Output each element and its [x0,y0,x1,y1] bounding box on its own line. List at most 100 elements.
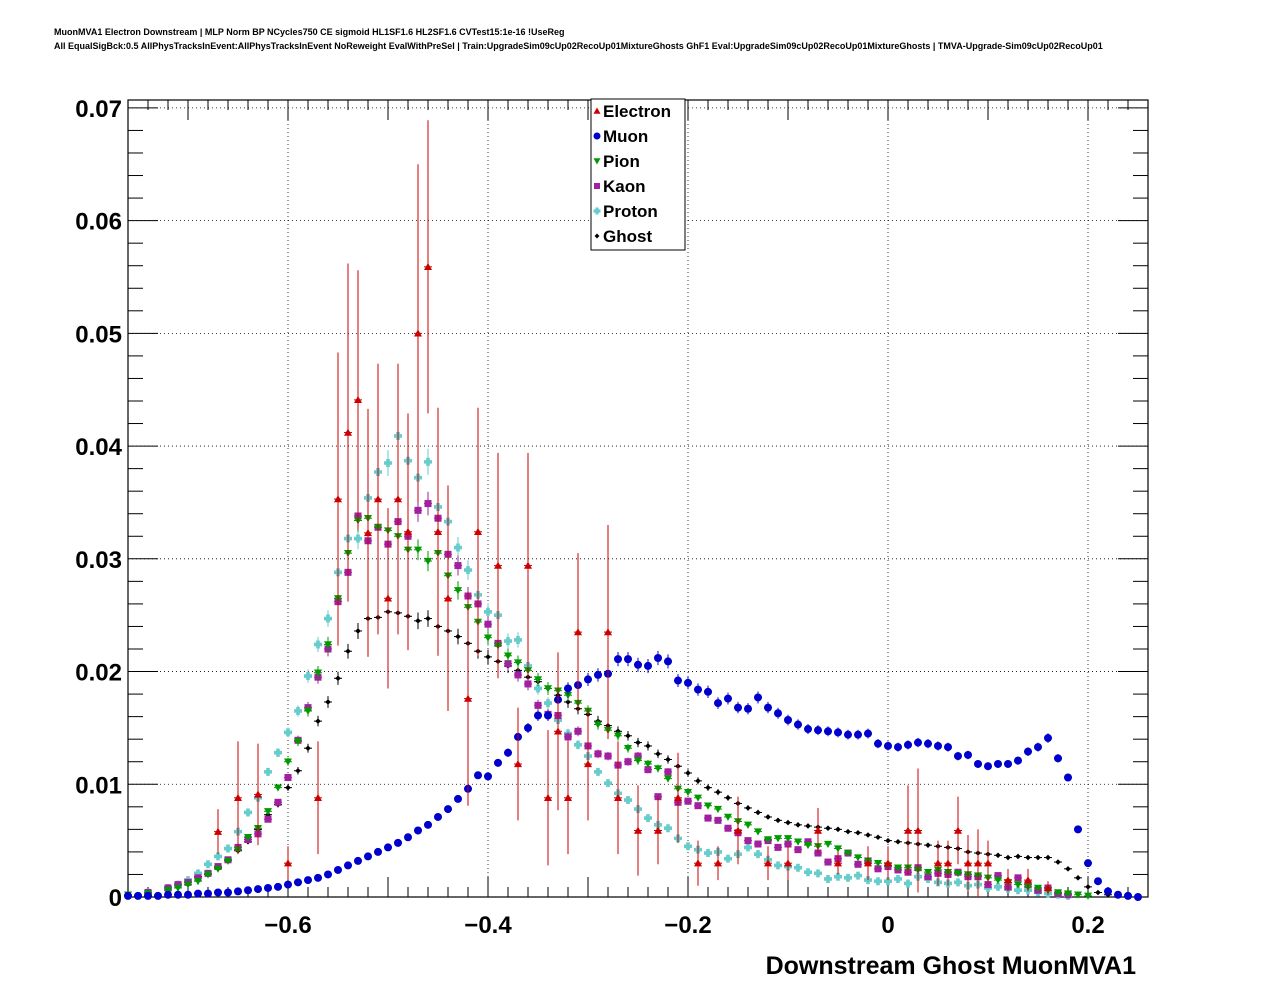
ghost-point [715,789,721,795]
muon-point [834,728,842,737]
electron-point [404,527,412,535]
y-tick-label: 0.07 [75,96,122,123]
pion-point [184,881,192,889]
pion-point [1074,891,1082,899]
proton-point [464,566,472,575]
muon-point [1034,743,1042,752]
muon-point [764,703,772,712]
kaon-point [194,874,202,882]
electron-point [544,793,552,801]
electron-point [584,759,592,768]
pion-point [824,840,832,849]
legend-kaon-label: Kaon [603,177,646,196]
proton-point [224,844,232,853]
kaon-point [524,680,532,688]
proton-point [384,458,392,467]
ghost-point [685,770,691,776]
proton-point [424,457,432,466]
kaon-point [564,733,572,741]
muon-point [384,843,392,852]
muon-point [374,847,382,856]
pion-point [834,845,842,853]
legend-muon-marker [593,132,601,140]
proton-point [574,740,582,749]
pion-point [994,876,1002,885]
ghost-point [655,751,661,757]
proton-point [814,869,822,878]
pion-point [454,587,462,595]
electron-point [474,527,482,535]
electron-point [964,859,972,867]
electron-point [634,826,642,834]
kaon-point [784,840,792,848]
proton-point [204,860,212,869]
muon-point [164,890,172,899]
muon-point [754,693,762,702]
pion-point [174,884,182,892]
pion-point [314,669,322,677]
pion-point [224,857,232,865]
electron-point [814,826,822,834]
electron-point [834,859,842,867]
electron-point [284,859,292,867]
electron-point [604,628,612,636]
y-tick-label: 0.04 [75,434,122,461]
y-tick-label: 0.02 [75,660,122,687]
pion-point [754,828,762,836]
kaon-point [634,752,642,760]
electron-point [354,395,362,404]
muon-point [714,699,722,708]
muon-point [204,889,212,898]
ghost-point [725,794,731,801]
muon-point [364,852,372,861]
muon-point [634,660,642,669]
ghost-point [455,633,461,640]
muon-point [864,729,872,738]
muon-point [704,687,712,696]
pion-point [644,760,652,768]
muon-point [394,838,402,847]
pion-point [704,802,712,810]
kaon-point [694,802,702,810]
kaon-point [484,620,492,628]
electron-point [334,495,342,503]
electron-point [464,694,472,702]
muon-point [1094,877,1102,886]
kaon-point [754,840,762,848]
pion-point [684,788,692,797]
proton-point [834,872,842,881]
electron-point [944,859,952,867]
ghost-point [745,805,751,811]
muon-point [234,887,242,896]
pion-point [1054,889,1062,897]
muon-point [874,739,882,748]
muon-point [984,762,992,771]
muon-point [124,891,132,900]
muon-point [1024,747,1032,756]
proton-point [624,796,632,805]
legend-ghost-label: Ghost [603,227,652,246]
ghost-point [775,817,781,824]
chart-title-line-2: All EqualSigBck:0.5 AllPhysTracksInEvent… [54,41,1103,51]
kaon-point [924,873,932,881]
muon-point [544,711,552,720]
kaon-point [994,872,1002,880]
proton-point [274,748,282,757]
proton-point [324,614,332,623]
muon-point [484,772,492,781]
muon-point [784,716,792,725]
muon-point [194,889,202,898]
ghost-point [895,838,901,845]
muon-point [824,727,832,736]
pion-point [634,757,642,765]
muon-point [1114,890,1122,899]
electron-point [784,859,792,867]
kaon-point [454,562,462,570]
ghost-point [1045,854,1051,861]
proton-point [604,779,612,788]
muon-point [684,678,692,687]
muon-point [774,709,782,718]
pion-point [714,805,722,814]
electron-point [914,826,922,834]
proton-point [724,854,732,863]
